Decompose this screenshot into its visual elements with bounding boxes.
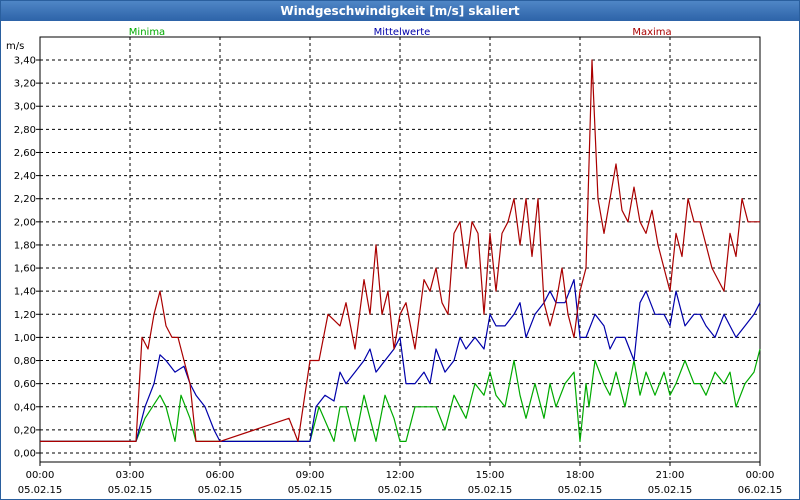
y-tick-label: 1,80 (14, 240, 36, 251)
y-tick-label: 2,60 (14, 148, 36, 159)
x-tick-time: 09:00 (296, 470, 325, 481)
y-tick-label: 2,20 (14, 194, 36, 205)
x-tick-date: 05.02.15 (378, 485, 423, 496)
y-tick-label: 3,20 (14, 79, 36, 90)
legend-mittelwerte: Mittelwerte (374, 27, 431, 38)
x-tick-date: 05.02.15 (558, 485, 603, 496)
y-axis-label: m/s (6, 41, 24, 52)
y-tick-label: 0,20 (14, 425, 36, 436)
y-tick-label: 2,40 (14, 171, 36, 182)
legend-maxima: Maxima (632, 27, 671, 38)
y-tick-label: 3,40 (14, 56, 36, 67)
x-tick-date: 06.02.15 (738, 485, 783, 496)
y-tick-label: 2,80 (14, 125, 36, 136)
y-tick-label: 0,80 (14, 356, 36, 367)
y-tick-label: 1,20 (14, 310, 36, 321)
x-tick-time: 03:00 (116, 470, 145, 481)
y-tick-label: 1,40 (14, 287, 36, 298)
x-tick-date: 05.02.15 (648, 485, 693, 496)
window-title: Windgeschwindigkeit [m/s] skaliert (1, 1, 799, 21)
x-tick-date: 05.02.15 (18, 485, 63, 496)
x-tick-date: 05.02.15 (198, 485, 243, 496)
y-tick-label: 1,60 (14, 264, 36, 275)
series-line-mittelwerte (40, 279, 761, 442)
x-tick-time: 21:00 (656, 470, 685, 481)
x-tick-time: 06:00 (206, 470, 235, 481)
x-tick-time: 00:00 (26, 470, 55, 481)
x-tick-time: 15:00 (476, 470, 505, 481)
x-tick-time: 12:00 (386, 470, 415, 481)
x-tick-date: 05.02.15 (288, 485, 333, 496)
legend-minima: Minima (129, 27, 165, 38)
x-tick-time: 00:00 (746, 470, 775, 481)
x-tick-time: 18:00 (566, 470, 595, 481)
y-tick-label: 0,40 (14, 402, 36, 413)
series-line-maxima (40, 59, 760, 442)
y-tick-label: 3,00 (14, 102, 36, 113)
x-tick-date: 05.02.15 (468, 485, 513, 496)
y-tick-label: 0,00 (14, 449, 36, 460)
y-tick-label: 1,00 (14, 333, 36, 344)
y-tick-label: 2,00 (14, 217, 36, 228)
x-tick-date: 05.02.15 (108, 485, 153, 496)
y-tick-label: 0,60 (14, 379, 36, 390)
